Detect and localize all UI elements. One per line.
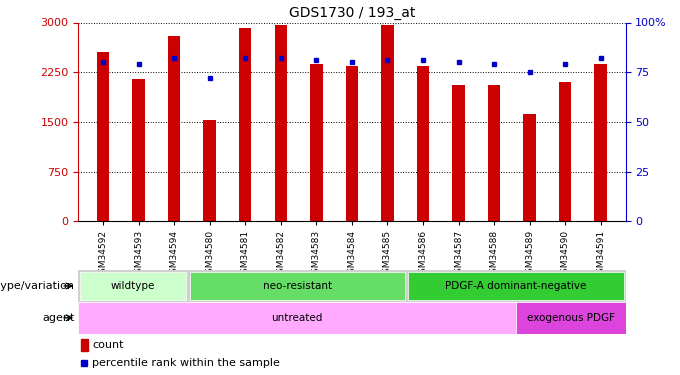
Text: exogenous PDGF: exogenous PDGF [527,313,615,323]
Bar [516,302,626,334]
Bar [275,25,287,221]
Bar [310,64,322,221]
Bar [239,28,252,221]
Bar [80,272,186,300]
Bar [381,25,394,221]
Bar [97,53,109,221]
Bar [524,114,536,221]
Text: agent: agent [42,313,75,323]
Bar [133,79,145,221]
Bar [190,272,405,300]
Text: neo-resistant: neo-resistant [262,281,332,291]
Bar [81,339,88,351]
Text: PDGF-A dominant-negative: PDGF-A dominant-negative [445,281,587,291]
Bar [452,86,464,221]
Bar [345,66,358,221]
Bar [78,302,516,334]
Bar [203,120,216,221]
Text: percentile rank within the sample: percentile rank within the sample [92,358,279,368]
Bar [417,66,429,221]
Text: untreated: untreated [271,313,323,323]
Title: GDS1730 / 193_at: GDS1730 / 193_at [289,6,415,20]
Text: genotype/variation: genotype/variation [0,281,75,291]
Text: count: count [92,340,123,350]
Bar [409,272,624,300]
Bar [594,64,607,221]
Text: wildtype: wildtype [111,281,155,291]
Bar [168,36,180,221]
Bar [488,86,500,221]
Bar [559,82,571,221]
